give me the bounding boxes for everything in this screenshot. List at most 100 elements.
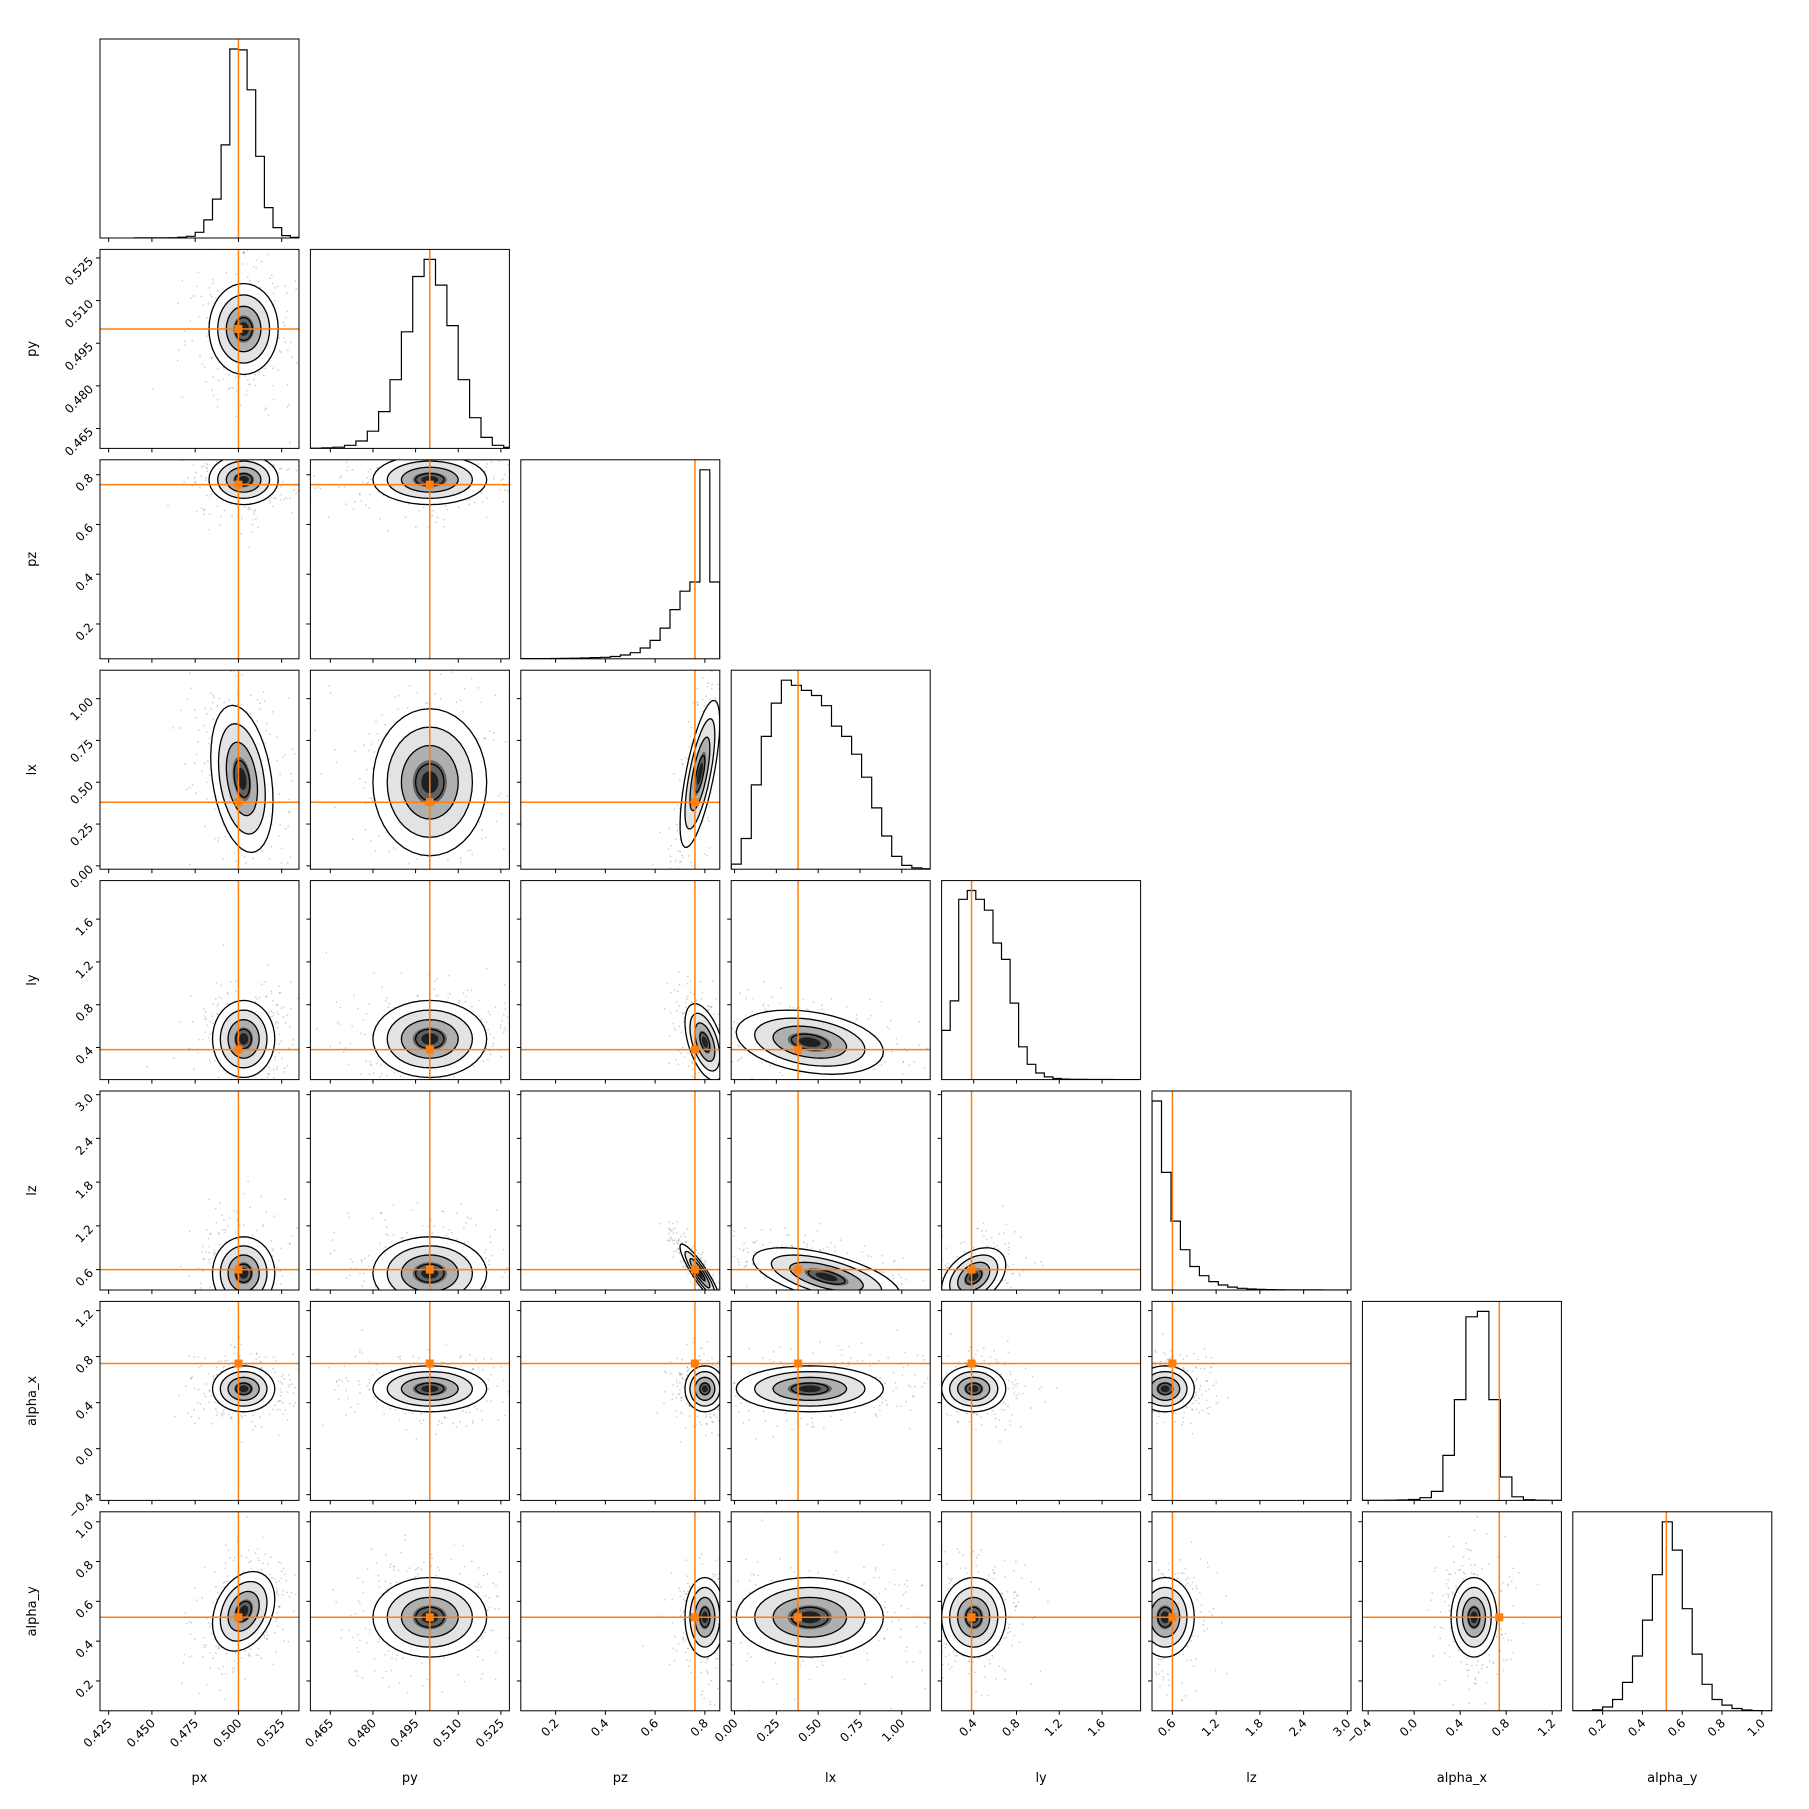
sample-point (216, 840, 219, 843)
sample-point (451, 671, 454, 673)
sample-point (434, 980, 437, 983)
sample-point (507, 463, 510, 466)
sample-point (278, 1033, 281, 1036)
sample-point (208, 1198, 211, 1200)
sample-point (447, 859, 449, 862)
panel-content (100, 1091, 299, 1290)
panel-content (520, 1091, 720, 1290)
sample-point (268, 1073, 270, 1076)
sample-point (291, 1043, 294, 1046)
sample-point (470, 1005, 473, 1008)
sample-point (886, 1026, 889, 1029)
sample-point (266, 964, 269, 966)
sample-point (506, 1267, 508, 1269)
sample-point (489, 1241, 492, 1244)
sample-point (692, 1068, 694, 1071)
sample-point (278, 349, 281, 352)
sample-point (178, 1394, 181, 1397)
sample-point (210, 708, 212, 710)
sample-point (262, 1223, 265, 1226)
sample-point (682, 856, 685, 859)
sample-point (352, 508, 355, 511)
sample-point (684, 757, 687, 760)
sample-point (152, 388, 154, 390)
sample-point (216, 505, 219, 508)
sample-point (406, 1232, 408, 1234)
sample-point (379, 517, 381, 520)
truth-marker (234, 798, 243, 807)
sample-point (697, 703, 699, 705)
sample-point (424, 702, 427, 704)
sample-point (447, 1236, 450, 1239)
sample-point (668, 827, 670, 830)
sample-point (985, 1238, 988, 1241)
sample-point (260, 260, 263, 263)
sample-point (244, 506, 246, 509)
sample-point (291, 512, 294, 514)
sample-point (208, 287, 211, 289)
sample-point (435, 995, 438, 997)
sample-point (460, 1202, 463, 1205)
sample-point (253, 512, 256, 515)
sample-point (880, 1064, 883, 1067)
panel-pz-vs-py (306, 459, 510, 663)
sample-point (364, 828, 367, 831)
sample-point (485, 967, 488, 970)
sample-point (491, 1045, 494, 1048)
sample-point (811, 1247, 814, 1249)
sample-point (882, 1262, 884, 1265)
sample-point (370, 743, 373, 746)
sample-point (216, 405, 219, 408)
sample-point (276, 760, 278, 762)
sample-point (208, 496, 211, 499)
contour-line (210, 704, 274, 854)
sample-point (673, 1027, 676, 1029)
panel-lx-vs-lx (730, 669, 931, 874)
sample-point (388, 1002, 391, 1005)
sample-point (673, 1239, 676, 1242)
sample-point (364, 1033, 366, 1036)
sample-point (265, 995, 268, 997)
sample-point (394, 696, 397, 699)
sample-point (902, 1061, 905, 1063)
sample-point (250, 508, 252, 511)
sample-point (320, 773, 323, 776)
contour-line (400, 1019, 459, 1059)
sample-point (247, 1180, 250, 1183)
sample-point (493, 475, 495, 477)
sample-point (504, 741, 507, 743)
sample-point (677, 804, 679, 807)
sample-point (286, 405, 289, 408)
sample-point (712, 1013, 715, 1015)
sample-point (367, 481, 370, 484)
sample-point (740, 1056, 743, 1059)
sample-point (676, 1248, 679, 1250)
sample-point (205, 462, 208, 465)
sample-point (882, 1271, 885, 1274)
sample-point (270, 990, 273, 993)
sample-point (863, 1245, 866, 1247)
sample-point (280, 862, 283, 864)
panel-frame (309, 1090, 510, 1291)
sample-point (459, 857, 462, 860)
sample-point (280, 1040, 283, 1043)
sample-point (695, 1284, 698, 1287)
sample-point (504, 1008, 507, 1011)
sample-point (1005, 1282, 1008, 1285)
sample-point (259, 996, 261, 999)
sample-point (443, 525, 446, 528)
sample-point (208, 774, 211, 777)
sample-point (986, 1245, 989, 1248)
sample-point (504, 1027, 506, 1030)
sample-point (445, 1234, 448, 1237)
sample-point (193, 708, 196, 711)
sample-point (683, 1232, 685, 1235)
sample-point (209, 737, 211, 739)
sample-point (245, 394, 248, 396)
sample-point (295, 288, 298, 290)
sample-point (357, 1007, 359, 1010)
sample-point (280, 351, 283, 354)
sample-point (408, 685, 411, 687)
sample-point (205, 1024, 208, 1027)
sample-point (211, 356, 214, 359)
